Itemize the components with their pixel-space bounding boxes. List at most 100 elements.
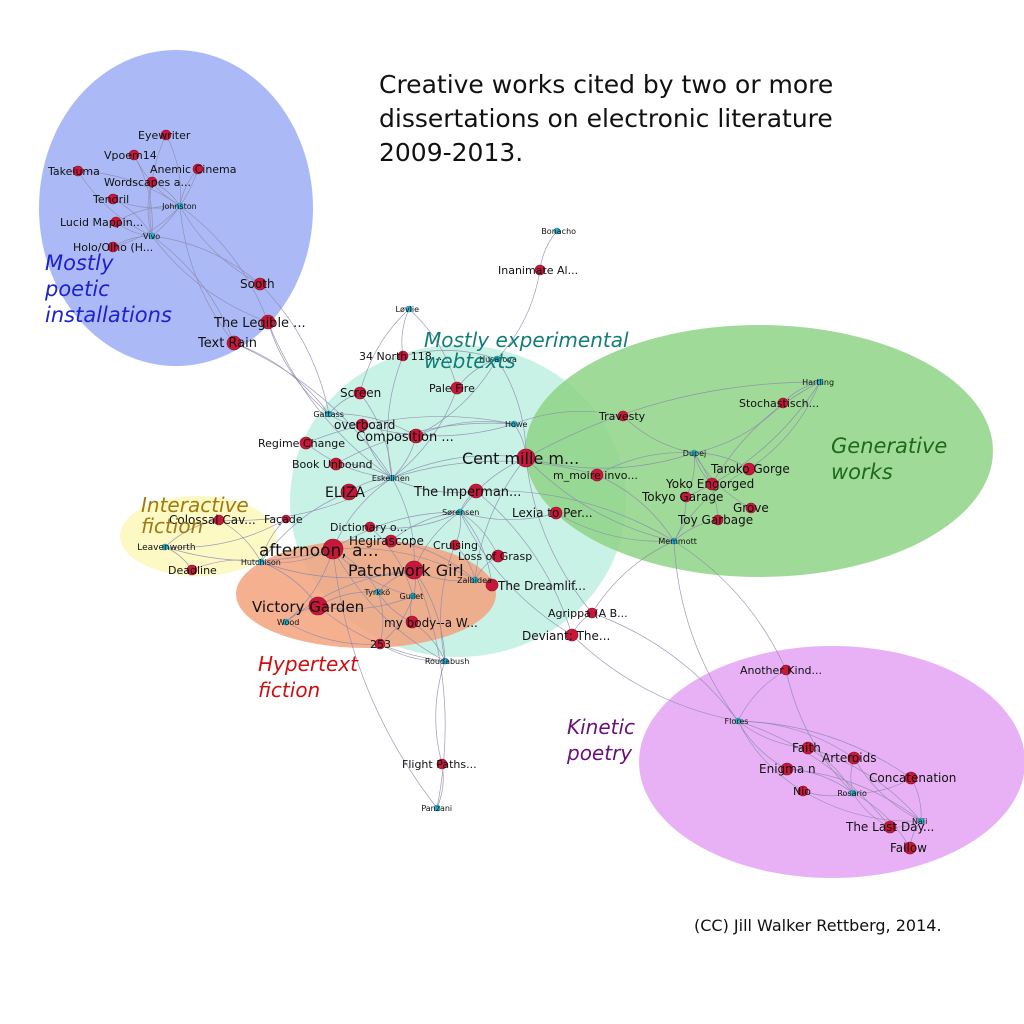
edge-eskelinen-patchwork bbox=[391, 477, 415, 571]
cluster-interactive-region bbox=[120, 496, 276, 576]
node-vpoem14[interactable] bbox=[128, 149, 140, 161]
node-anemic[interactable] bbox=[192, 163, 204, 175]
node-lucid[interactable] bbox=[110, 216, 122, 228]
node-tendril[interactable] bbox=[107, 193, 119, 205]
node-howe[interactable] bbox=[510, 420, 518, 428]
node-sorensen[interactable] bbox=[456, 508, 464, 516]
node-guilet[interactable] bbox=[409, 592, 417, 600]
node-dictionary[interactable] bbox=[364, 521, 376, 533]
node-enigma[interactable] bbox=[780, 762, 794, 776]
node-lexia[interactable] bbox=[549, 506, 563, 520]
node-bonacho[interactable] bbox=[553, 227, 561, 235]
node-north[interactable] bbox=[397, 350, 409, 362]
node-panzani[interactable] bbox=[433, 804, 441, 812]
node-sooth[interactable] bbox=[253, 277, 267, 291]
node-johnston[interactable] bbox=[176, 202, 184, 210]
node-legible[interactable] bbox=[260, 314, 276, 330]
node-afternoon[interactable] bbox=[322, 538, 344, 560]
node-textrain[interactable] bbox=[226, 335, 242, 351]
node-nio[interactable] bbox=[797, 785, 809, 797]
edge-sorensen-dreamlife bbox=[459, 511, 493, 586]
node-concatenation[interactable] bbox=[904, 771, 918, 785]
node-dreamlife[interactable] bbox=[485, 578, 499, 592]
node-yoko[interactable] bbox=[705, 477, 719, 491]
node-palefire[interactable] bbox=[450, 381, 464, 395]
node-leavenworth[interactable] bbox=[161, 543, 169, 551]
node-faith[interactable] bbox=[801, 741, 815, 755]
node-eyewriter[interactable] bbox=[160, 129, 172, 141]
node-cent[interactable] bbox=[516, 448, 536, 468]
node-flores[interactable] bbox=[734, 717, 742, 725]
node-overboard[interactable] bbox=[355, 418, 369, 432]
node-anotherkind[interactable] bbox=[780, 664, 792, 676]
edge-gattass-legible bbox=[267, 321, 330, 415]
node-label-vpoem14: Vpoem14 bbox=[104, 149, 157, 162]
edge-guilet-dictionary bbox=[369, 526, 414, 597]
node-composition[interactable] bbox=[408, 428, 424, 444]
node-dupej[interactable] bbox=[690, 449, 698, 457]
node-inanimate[interactable] bbox=[534, 264, 546, 276]
node-rosario[interactable] bbox=[849, 789, 857, 797]
node-tyrkko[interactable] bbox=[374, 588, 382, 596]
node-holo[interactable] bbox=[107, 241, 119, 253]
edge-rosario-anotherkind bbox=[785, 669, 854, 794]
node-screen[interactable] bbox=[353, 386, 367, 400]
node-grove[interactable] bbox=[745, 502, 757, 514]
edge-flores-deviant bbox=[571, 634, 739, 722]
node-label-panzani: Panzani bbox=[421, 804, 452, 813]
node-patchwork[interactable] bbox=[404, 560, 424, 580]
node-naji[interactable] bbox=[917, 817, 925, 825]
node-zalbidea[interactable] bbox=[471, 576, 479, 584]
node-mybody[interactable] bbox=[405, 615, 419, 629]
node-husarova[interactable] bbox=[493, 355, 501, 363]
node-label-patchwork: Patchwork Girl bbox=[348, 561, 464, 580]
cluster-generative-region bbox=[525, 325, 993, 577]
node-toy[interactable] bbox=[712, 514, 724, 526]
node-label-holo: Holo/Olho (H... bbox=[73, 241, 153, 254]
node-facade[interactable] bbox=[281, 514, 291, 524]
node-cruising[interactable] bbox=[449, 539, 461, 551]
node-takeluma[interactable] bbox=[72, 165, 84, 177]
node-gattass[interactable] bbox=[325, 410, 333, 418]
node-eskelinen[interactable] bbox=[388, 474, 396, 482]
node-imperman[interactable] bbox=[468, 483, 484, 499]
node-lastday[interactable] bbox=[883, 820, 897, 834]
node-flightpaths[interactable] bbox=[436, 758, 448, 770]
node-label-faith: Faith bbox=[792, 741, 821, 755]
node-lossgrasp[interactable] bbox=[491, 549, 505, 563]
node-arteroids[interactable] bbox=[847, 751, 861, 765]
node-wood[interactable] bbox=[282, 618, 290, 626]
node-agrippa[interactable] bbox=[586, 607, 598, 619]
node-victory[interactable] bbox=[308, 596, 328, 616]
node-regime[interactable] bbox=[299, 436, 313, 450]
node-eliza[interactable] bbox=[340, 483, 358, 501]
node-roudabush[interactable] bbox=[441, 657, 449, 665]
edge-sorensen-afternoon bbox=[332, 511, 461, 550]
node-stochastisch[interactable] bbox=[777, 397, 789, 409]
node-colossal[interactable] bbox=[213, 514, 225, 526]
node-hutchison[interactable] bbox=[257, 558, 265, 566]
node-fallow[interactable] bbox=[903, 841, 917, 855]
node-wordscapes[interactable] bbox=[146, 176, 158, 188]
edge-zalbidea-cent bbox=[474, 457, 527, 581]
node-hartling[interactable] bbox=[816, 378, 824, 386]
node-deviant[interactable] bbox=[565, 628, 579, 642]
node-label-concatenation: Concatenation bbox=[869, 771, 956, 785]
node-n253[interactable] bbox=[374, 638, 386, 650]
node-label-johnston: Johnston bbox=[161, 202, 197, 211]
node-lovlie[interactable] bbox=[405, 305, 413, 313]
edge-vivo-sooth bbox=[151, 235, 261, 285]
node-bookunbound[interactable] bbox=[329, 457, 343, 471]
node-vivo[interactable] bbox=[148, 232, 156, 240]
node-label-textrain: Text Rain bbox=[197, 336, 257, 351]
node-moire[interactable] bbox=[590, 468, 604, 482]
node-deadline[interactable] bbox=[186, 564, 198, 576]
node-label-bookunbound: Book Unbound bbox=[292, 458, 373, 471]
edge-gattass-textrain bbox=[233, 342, 330, 415]
node-travesty[interactable] bbox=[617, 410, 629, 422]
node-hegirascope[interactable] bbox=[384, 534, 398, 548]
node-memmott[interactable] bbox=[670, 537, 678, 545]
node-taroko[interactable] bbox=[742, 462, 756, 476]
edge-lovlie-screen bbox=[359, 308, 410, 394]
node-tokyo[interactable] bbox=[680, 491, 692, 503]
